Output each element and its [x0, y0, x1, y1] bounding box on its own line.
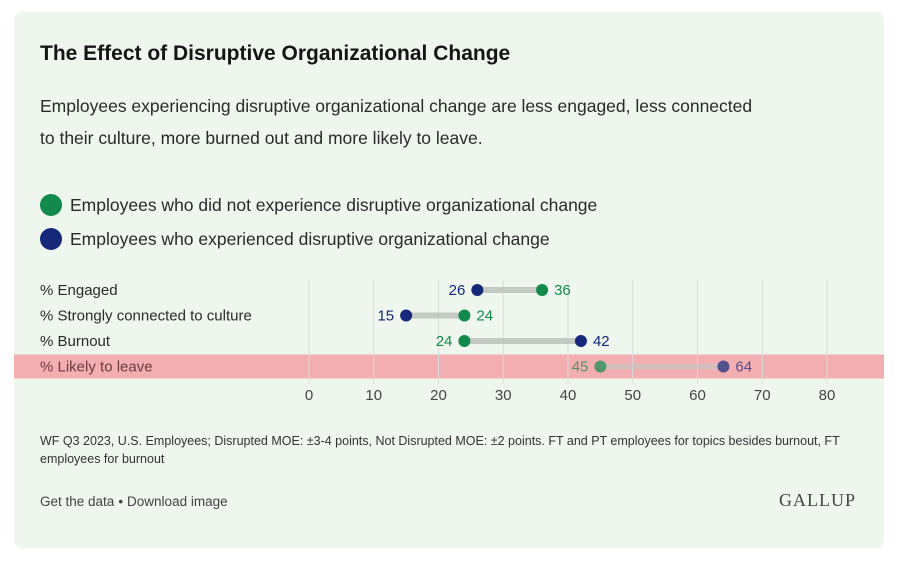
legend-label-not-disrupted: Employees who did not experience disrupt…: [70, 194, 598, 215]
legend-item-not-disrupted: Employees who did not experience disrupt…: [40, 188, 597, 222]
legend: Employees who did not experience disrupt…: [40, 188, 597, 256]
category-label: % Engaged: [40, 282, 118, 299]
legend-swatch-not-disrupted: [40, 194, 62, 216]
gallup-logo: GALLUP: [779, 490, 856, 510]
x-tick-label: 80: [819, 387, 836, 404]
data-label-disrupted: 26: [449, 282, 466, 299]
chart-subtitle: Employees experiencing disruptive organi…: [40, 96, 753, 148]
chart-title: The Effect of Disruptive Organizational …: [40, 42, 511, 65]
point-disrupted: [471, 284, 484, 296]
legend-swatch-disrupted: [40, 228, 62, 250]
chart-card: The Effect of Disruptive Organizational …: [14, 12, 884, 548]
point-not-disrupted: [536, 284, 549, 296]
footer-separator: •: [118, 494, 124, 509]
data-label-disrupted: 15: [377, 308, 394, 325]
get-data-link[interactable]: Get the data: [40, 494, 115, 509]
data-label-not-disrupted: 24: [476, 308, 493, 325]
legend-label-disrupted: Employees who experienced disruptive org…: [70, 228, 550, 249]
x-tick-label: 10: [365, 387, 382, 404]
point-disrupted: [400, 309, 413, 322]
x-tick-label: 20: [430, 387, 447, 404]
x-tick-label: 50: [624, 387, 641, 404]
download-image-link[interactable]: Download image: [127, 494, 228, 509]
highlight-band: [14, 354, 884, 379]
point-not-disrupted: [594, 360, 607, 373]
x-tick-label: 30: [495, 387, 512, 404]
data-label-not-disrupted: 36: [554, 282, 571, 299]
data-label-disrupted: 42: [593, 333, 610, 350]
data-label-not-disrupted: 24: [436, 333, 453, 350]
point-disrupted: [717, 360, 730, 373]
category-label: % Burnout: [40, 333, 111, 350]
category-label: % Likely to leave: [40, 359, 153, 376]
data-label-disrupted: 64: [735, 359, 752, 376]
x-tick-label: 60: [689, 387, 706, 404]
point-not-disrupted: [458, 335, 471, 347]
x-tick-label: 70: [754, 387, 771, 404]
footer-links: Get the data • Download image: [40, 494, 228, 509]
point-disrupted: [574, 335, 587, 347]
footnote: WF Q3 2023, U.S. Employees; Disrupted MO…: [40, 434, 840, 466]
dumbbell-chart: 0 10 20 30 40 50 60 70 80 % Engaged 36 26 % Strongly…: [14, 280, 884, 404]
x-tick-label: 0: [305, 387, 313, 404]
data-label-not-disrupted: 45: [572, 359, 589, 376]
legend-item-disrupted: Employees who experienced disruptive org…: [40, 222, 597, 256]
point-not-disrupted: [458, 309, 471, 322]
category-label: % Strongly connected to culture: [40, 308, 252, 325]
x-tick-label: 40: [560, 387, 577, 404]
